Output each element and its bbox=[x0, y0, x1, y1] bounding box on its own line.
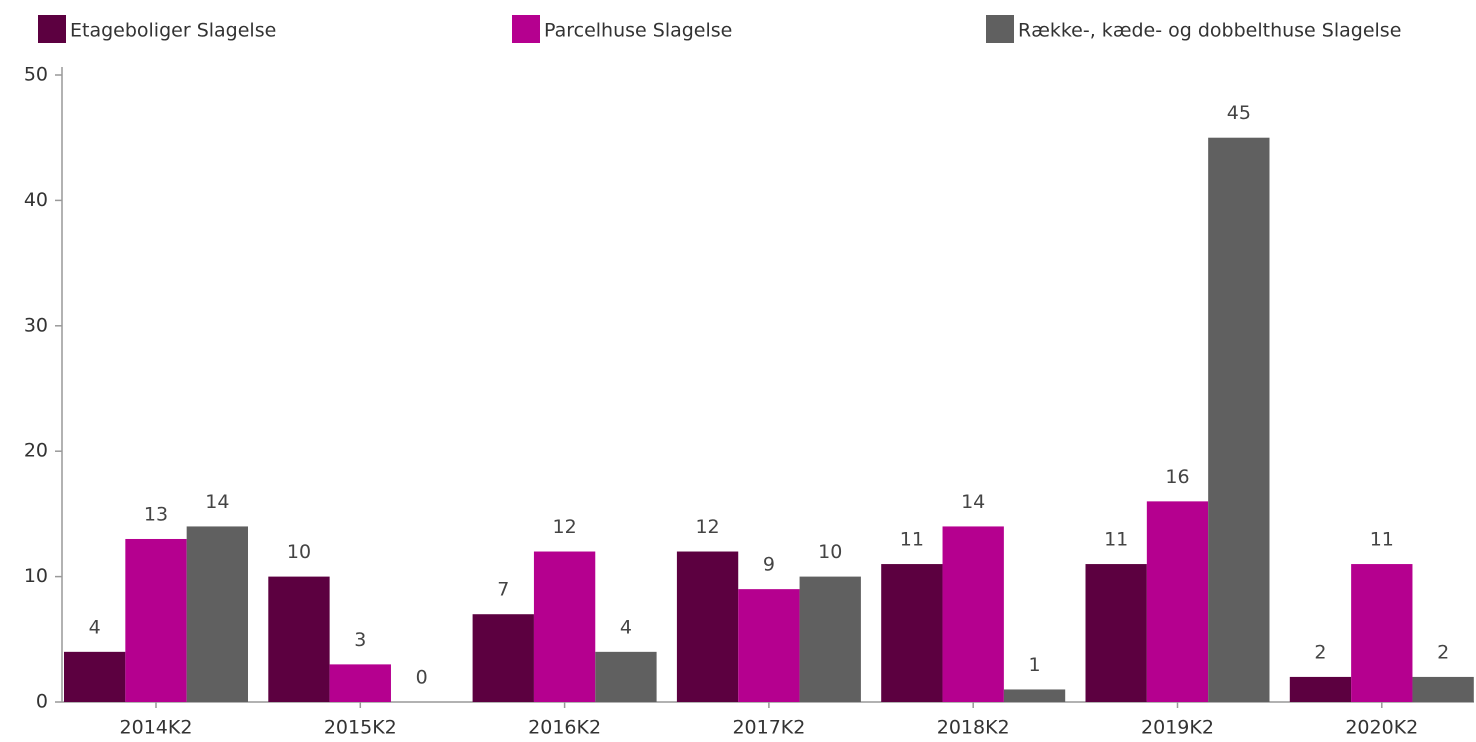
bar bbox=[186, 526, 248, 702]
value-label: 2 bbox=[1314, 641, 1326, 663]
y-tick-label: 30 bbox=[24, 314, 48, 336]
bar bbox=[64, 651, 126, 702]
bar bbox=[1412, 676, 1474, 702]
bar bbox=[676, 551, 739, 702]
bar bbox=[268, 576, 330, 702]
bar bbox=[799, 576, 861, 702]
x-tick-label: 2015K2 bbox=[324, 717, 397, 739]
y-tick-label: 20 bbox=[24, 440, 48, 462]
value-label: 16 bbox=[1165, 466, 1189, 488]
bar bbox=[595, 651, 657, 702]
value-label: 14 bbox=[961, 491, 985, 513]
value-label: 1 bbox=[1028, 654, 1040, 676]
value-label: 7 bbox=[497, 579, 509, 601]
bar bbox=[1085, 564, 1147, 702]
value-label: 10 bbox=[818, 541, 842, 563]
value-label: 14 bbox=[205, 491, 229, 513]
legend-label: Etageboliger Slagelse bbox=[70, 20, 276, 42]
y-tick-label: 40 bbox=[24, 189, 48, 211]
value-label: 9 bbox=[763, 554, 775, 576]
value-label: 0 bbox=[416, 667, 428, 689]
value-label: 2 bbox=[1437, 641, 1449, 663]
value-label: 3 bbox=[354, 629, 366, 651]
bar bbox=[329, 664, 391, 702]
value-label: 12 bbox=[553, 516, 577, 538]
value-label: 10 bbox=[287, 541, 311, 563]
bar bbox=[881, 564, 943, 702]
bar bbox=[533, 551, 596, 702]
y-tick-label: 50 bbox=[24, 64, 48, 86]
value-label: 4 bbox=[620, 616, 632, 638]
bar bbox=[1146, 501, 1209, 702]
value-label: 13 bbox=[144, 503, 168, 525]
y-tick-label: 10 bbox=[24, 565, 48, 587]
x-tick-label: 2016K2 bbox=[528, 717, 601, 739]
legend-swatch bbox=[38, 15, 66, 43]
x-tick-label: 2014K2 bbox=[120, 717, 193, 739]
bar bbox=[1208, 137, 1270, 702]
bar bbox=[472, 614, 534, 702]
value-label: 11 bbox=[1104, 529, 1128, 551]
value-label: 4 bbox=[89, 616, 101, 638]
bar bbox=[1351, 564, 1413, 702]
value-label: 11 bbox=[1370, 529, 1394, 551]
value-label: 12 bbox=[695, 516, 719, 538]
x-tick-label: 2018K2 bbox=[937, 717, 1010, 739]
bar bbox=[738, 589, 800, 702]
x-tick-label: 2020K2 bbox=[1345, 717, 1418, 739]
bar bbox=[942, 526, 1004, 702]
bar bbox=[1003, 689, 1066, 702]
legend-swatch bbox=[986, 15, 1014, 43]
bar bbox=[125, 538, 187, 702]
legend-label: Parcelhuse Slagelse bbox=[544, 20, 732, 42]
x-tick-label: 2017K2 bbox=[732, 717, 805, 739]
legend-label: Række-, kæde- og dobbelthuse Slagelse bbox=[1018, 20, 1401, 42]
legend-swatch bbox=[512, 15, 540, 43]
value-label: 45 bbox=[1227, 102, 1251, 124]
y-tick-label: 0 bbox=[36, 691, 48, 713]
x-tick-label: 2019K2 bbox=[1141, 717, 1214, 739]
bar bbox=[1289, 676, 1352, 702]
value-label: 11 bbox=[900, 529, 924, 551]
